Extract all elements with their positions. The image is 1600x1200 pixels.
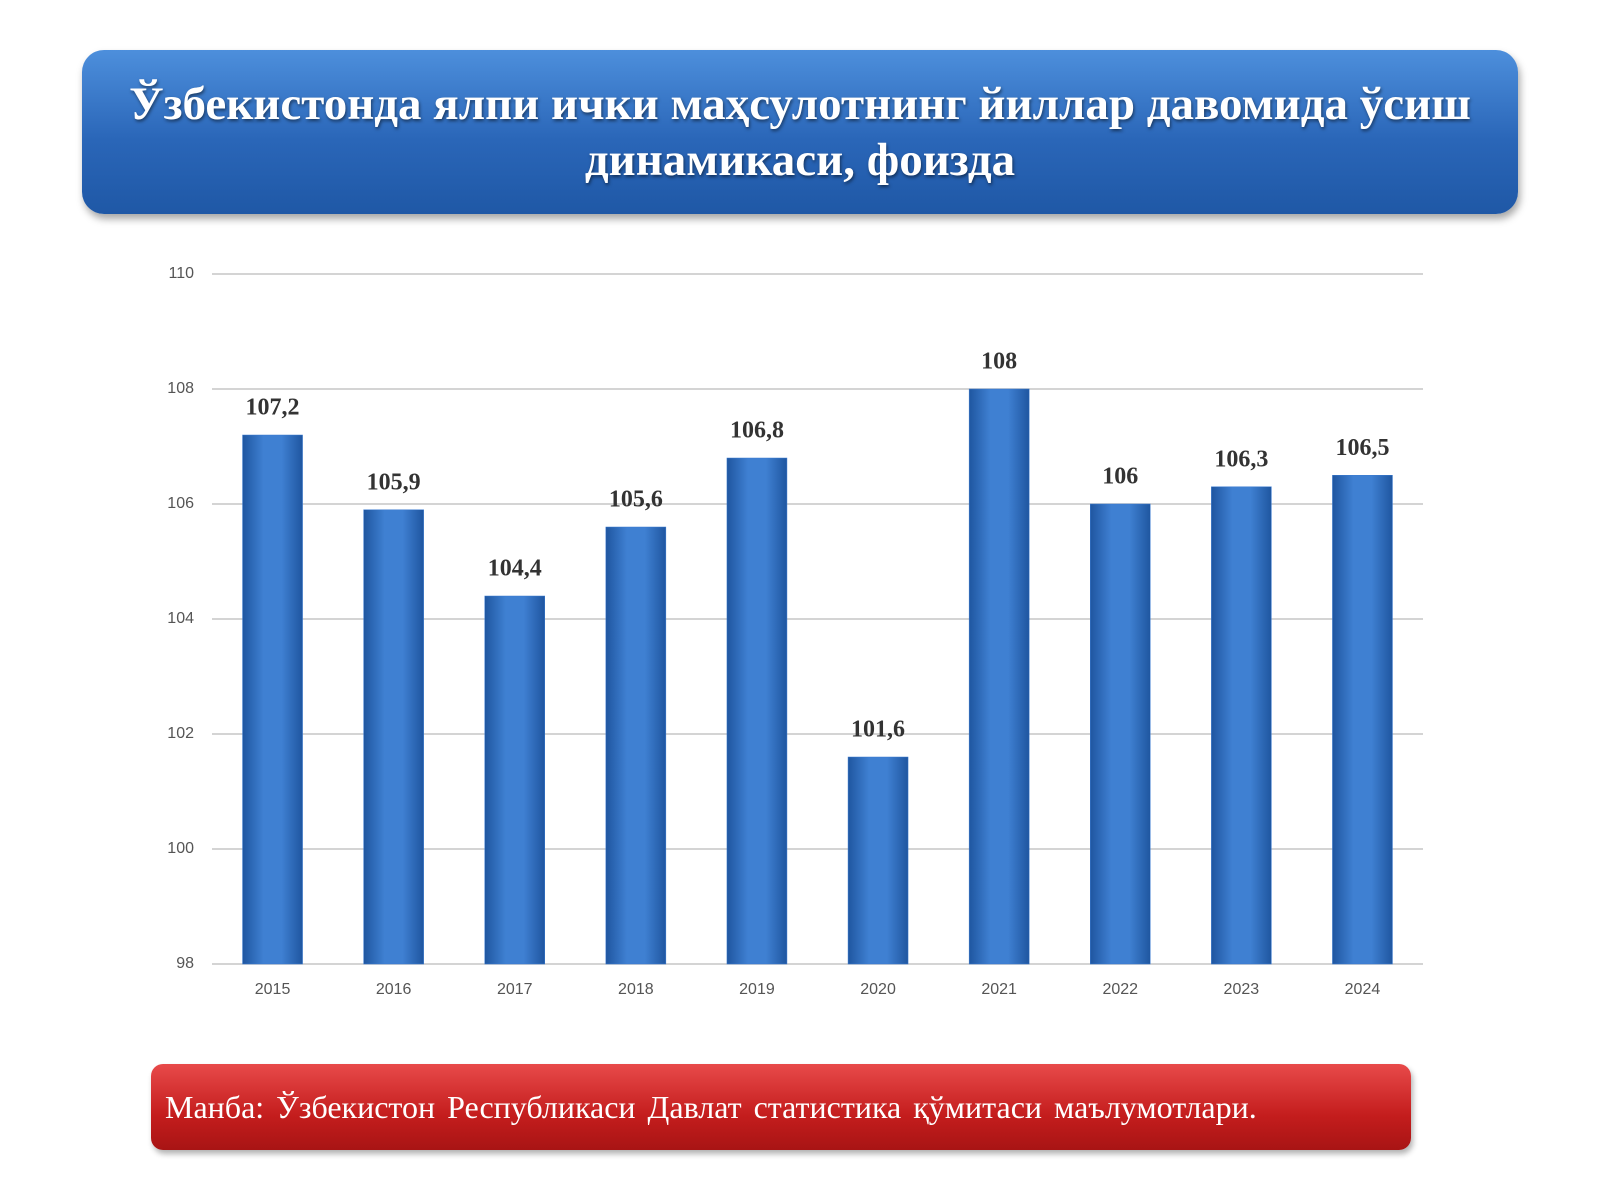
y-tick-label: 100 [167,840,194,857]
data-label: 104,4 [488,556,542,582]
bar [242,434,303,965]
data-label: 101,6 [851,717,905,743]
bar [726,457,788,965]
bar [847,756,909,965]
y-tick-label: 108 [167,380,194,397]
bar [1090,503,1151,965]
y-tick-label: 98 [176,955,194,972]
chart-title: Ўзбекистонда ялпи ички маҳсулотнинг йилл… [82,50,1518,214]
data-label: 106,8 [730,418,784,444]
chart: 98 100 102 104 106 108 110 2015 107,2 2016 105,9 20… [167,265,1423,998]
y-tick-label: 102 [167,725,194,742]
x-tick-label: 2019 [739,981,775,998]
data-label: 108 [981,349,1017,375]
bar [363,509,424,965]
data-label: 107,2 [246,395,300,421]
y-tick-label: 110 [168,265,194,282]
x-tick-label: 2024 [1345,981,1381,998]
x-tick-label: 2022 [1102,981,1138,998]
x-tick-label: 2023 [1224,981,1260,998]
x-tick-label: 2017 [497,981,533,998]
x-tick-label: 2020 [860,981,896,998]
bar [1332,475,1393,965]
bar [968,388,1030,965]
x-tick-label: 2015 [255,981,291,998]
bar [605,526,667,965]
y-tick-label: 104 [167,610,194,627]
x-tick-label: 2021 [981,981,1017,998]
data-label: 106 [1102,464,1138,490]
bar [1211,486,1272,965]
data-label: 106,5 [1335,435,1389,461]
y-tick-label: 106 [167,495,194,512]
data-label: 105,6 [609,487,663,513]
x-tick-label: 2018 [618,981,654,998]
data-label: 106,3 [1214,446,1268,472]
source-note: Манба: Ўзбекистон Республикаси Давлат ст… [151,1064,1411,1150]
data-label: 105,9 [367,469,421,495]
bar [484,595,545,965]
x-tick-label: 2016 [376,981,412,998]
